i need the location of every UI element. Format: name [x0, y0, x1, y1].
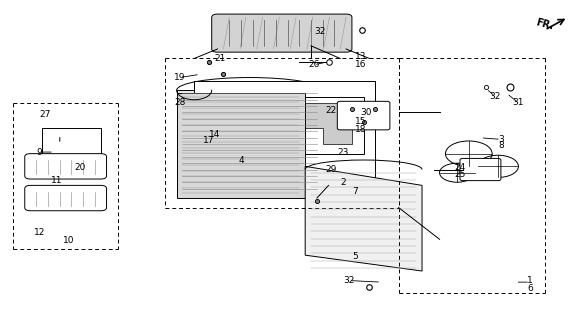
Text: 7: 7 [352, 187, 357, 196]
Text: 5: 5 [352, 252, 357, 261]
Text: 27: 27 [39, 109, 51, 118]
Text: 21: 21 [215, 54, 226, 63]
Text: 9: 9 [36, 148, 42, 156]
Polygon shape [305, 166, 422, 271]
Text: 32: 32 [490, 92, 501, 101]
Polygon shape [177, 93, 305, 198]
Text: 2: 2 [340, 178, 346, 187]
Text: 25: 25 [454, 170, 465, 179]
Text: 13: 13 [355, 52, 366, 61]
Text: 32: 32 [314, 27, 325, 36]
Text: 22: 22 [326, 106, 337, 115]
Text: 20: 20 [75, 164, 86, 172]
Text: 12: 12 [33, 228, 45, 237]
FancyBboxPatch shape [25, 154, 107, 179]
Text: FR.: FR. [535, 18, 555, 32]
Text: 29: 29 [326, 165, 337, 174]
Text: 1: 1 [527, 276, 533, 285]
Text: 30: 30 [361, 108, 372, 117]
Text: 32: 32 [343, 276, 355, 285]
Text: 3: 3 [498, 135, 504, 144]
Text: 23: 23 [338, 148, 349, 156]
Text: 4: 4 [238, 156, 244, 164]
Text: 14: 14 [209, 130, 220, 139]
Text: 31: 31 [512, 99, 524, 108]
Text: 8: 8 [498, 141, 504, 150]
Polygon shape [177, 90, 323, 192]
Text: 18: 18 [355, 125, 366, 134]
Polygon shape [264, 97, 363, 154]
Text: 26: 26 [308, 60, 320, 69]
Text: 28: 28 [174, 99, 185, 108]
Text: 24: 24 [454, 164, 465, 172]
Text: 6: 6 [527, 284, 533, 293]
FancyBboxPatch shape [212, 14, 352, 52]
Text: 10: 10 [63, 236, 75, 245]
Polygon shape [194, 81, 375, 192]
Text: 16: 16 [355, 60, 366, 69]
Text: 15: 15 [355, 117, 366, 126]
Text: 19: 19 [174, 73, 185, 82]
Text: 11: 11 [51, 176, 63, 185]
Text: 17: 17 [203, 136, 214, 146]
FancyBboxPatch shape [338, 101, 390, 130]
Polygon shape [276, 103, 352, 144]
FancyBboxPatch shape [460, 158, 501, 180]
FancyBboxPatch shape [25, 185, 107, 211]
